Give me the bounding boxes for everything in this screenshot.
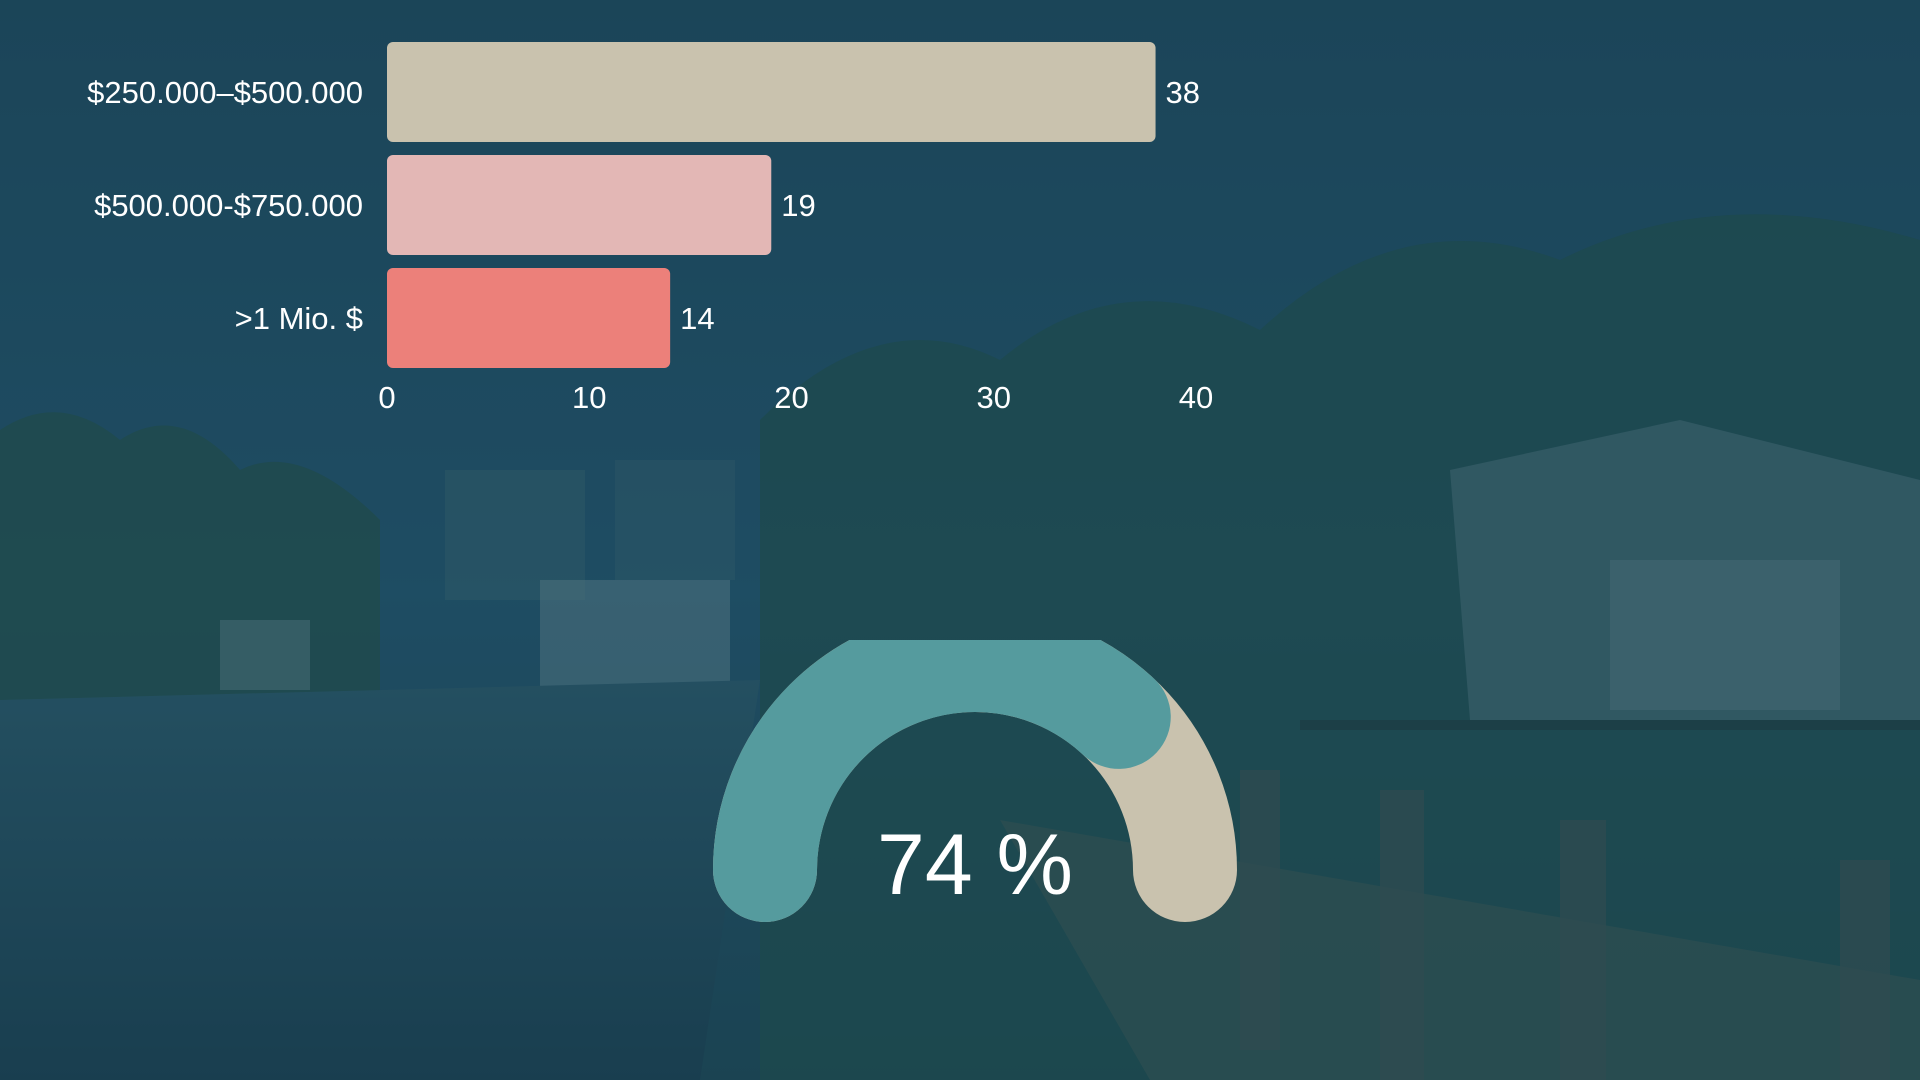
category-label: $500.000-$750.000 — [94, 188, 363, 223]
x-tick-label: 10 — [572, 380, 606, 415]
gauge-fill — [713, 640, 1171, 922]
value-label: 38 — [1166, 75, 1200, 110]
gauge-value-label: 74 % — [876, 817, 1074, 913]
x-axis-ticks: 0 10 20 30 40 — [378, 380, 1213, 415]
x-tick-label: 40 — [1179, 380, 1213, 415]
category-label: >1 Mio. $ — [235, 301, 363, 336]
x-tick-label: 30 — [977, 380, 1011, 415]
bar-chart: $250.000–$500.000 38 $500.000-$750.000 19 >1… — [87, 42, 1213, 415]
bar — [387, 268, 671, 368]
value-label: 19 — [781, 188, 815, 223]
x-tick-label: 0 — [378, 380, 395, 415]
bars-group: $250.000–$500.000 38 $500.000-$750.000 19 >1… — [87, 42, 1200, 368]
value-label: 14 — [680, 301, 714, 336]
bar — [387, 155, 772, 255]
bar — [387, 42, 1156, 142]
gauge-chart — [713, 640, 1237, 922]
x-tick-label: 20 — [774, 380, 808, 415]
category-label: $250.000–$500.000 — [87, 75, 363, 110]
